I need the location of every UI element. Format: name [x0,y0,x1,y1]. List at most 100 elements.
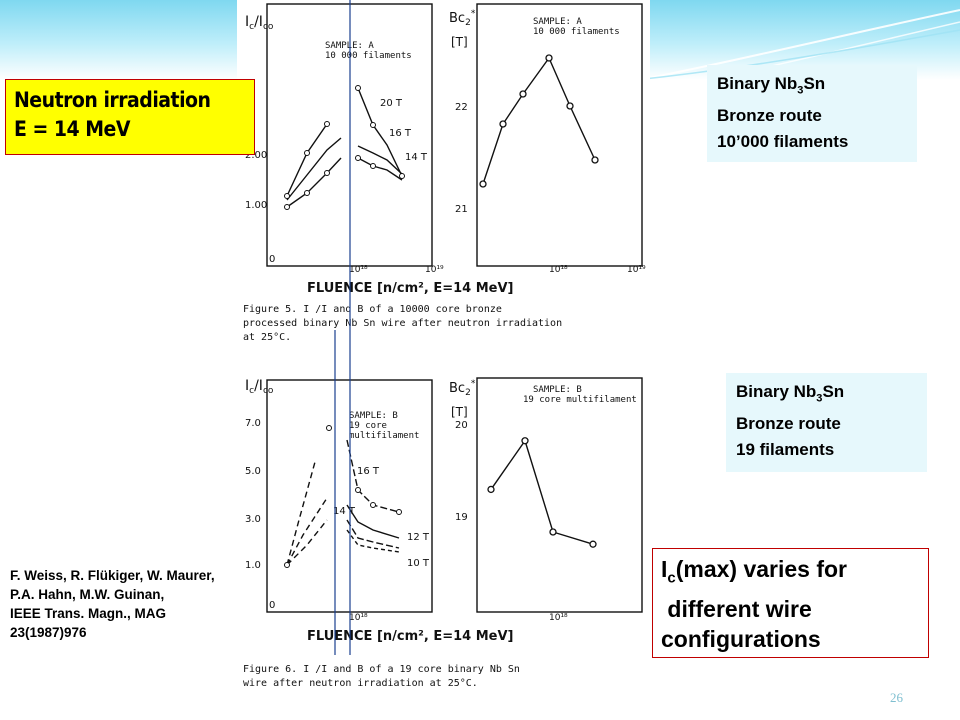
fig5-right-frame [476,3,643,267]
fig6-right-unit: [T] [451,405,468,419]
fig5-left-point [304,150,310,156]
fig6-right-data-point [487,485,495,494]
fig5-caption-line2: processed binary Nb Sn wire after neutro… [243,318,562,329]
fig5-left-point [284,193,290,199]
fig5-right-data-point [591,156,599,164]
fig5-left-point [370,163,376,169]
fig6-right-sample: SAMPLE: B [533,385,582,395]
fig6-caption-line1: Figure 6. I /I and B of a 19 core binary… [243,664,520,675]
fig6-left-rise-16T [286,461,316,566]
fig6-left-xtick: 10¹⁸ [349,613,368,623]
fig5-left-ytick: 2.00 [245,150,267,161]
fig5-right-unit: [T] [451,35,468,49]
sample-a-filaments: 10’000 filaments [717,132,849,152]
fig6-left-series-label: 12 T [407,532,430,543]
sample-a-route: Bronze route [717,106,822,126]
fig6-right-data-point [549,528,557,536]
fig6-left-curve-16T [346,439,400,513]
reference-line2: P.A. Hahn, M.W. Guinan, [10,587,165,602]
sample-b-material-sub: 3 [816,392,823,405]
fig5-right-sample-desc: 10 000 filaments [533,27,620,37]
fig5-right-ylabel: Bc2* [449,9,476,28]
fig6-right-ytick: 19 [455,512,468,523]
fig6-left-point [355,487,361,493]
fig6-left-ytick: 1.0 [245,560,261,571]
neutron-irradiation-box: Neutron irradiation E = 14 MeV [5,79,255,155]
fig5-right-panel: Bc2* [T] 22 21 SAMPLE: A 10 000 filament… [449,3,646,275]
fig5-right-data-point [566,102,574,110]
sample-b-material-text: Binary Nb [736,382,817,401]
sample-b-info-box: Binary Nb3Sn Bronze route 19 filaments [726,373,927,472]
fig6-right-series-line [490,439,594,545]
fig6-left-rise-14T [286,497,328,566]
fig5-left-series-label: 20 T [380,98,403,109]
fig6-left-curve-10T [346,529,400,553]
conclusion-box: Ic(max) varies for different wire config… [652,548,929,658]
fig5-left-curve-20T [357,87,403,177]
neutron-box-line1: Neutron irradiation [14,88,211,112]
sample-a-info-box: Binary Nb3Sn Bronze route 10’000 filamen… [707,65,917,162]
sample-a-material: Binary Nb3Sn [717,71,907,103]
fig5-left-series-label: 16 T [389,128,412,139]
fig6-left-sample-desc1: 19 core [349,421,387,431]
fig6-right-panel: Bc2* [T] 20 19 SAMPLE: B 19 core multifi… [449,377,643,623]
sample-a-material-tail: Sn [803,74,826,93]
fig6-left-panel: Ic/Ico 7.0 5.0 3.0 1.0 0 SAMPLE: B 19 co… [245,378,433,623]
fig6-caption-line2: wire after neutron irradiation at 25°C. [243,678,478,689]
fig6-left-point [326,425,332,431]
fig6-right-ytick: 20 [455,420,468,431]
fig6-left-sample: SAMPLE: B [349,411,398,421]
fig5-left-ylabel: Ic/Ico [245,14,274,32]
fig6-left-curve-12T [346,519,400,549]
fig6-left-ytick: 7.0 [245,418,261,429]
fig5-xlabel: FLUENCE [n/cm², E=14 MeV] [307,281,513,296]
fig6-left-point [396,509,402,515]
fig6-xlabel: FLUENCE [n/cm², E=14 MeV] [307,629,513,644]
reference-line4: 23(1987)976 [10,625,87,640]
conclusion-line3: configurations [661,625,821,652]
neutron-box-line2: E = 14 MeV [14,117,131,141]
conclusion-ic-sub: c [667,569,676,587]
fig5-left-curve-20T-low [286,123,328,197]
conclusion-line1-text: (max) varies for [675,556,848,582]
fig5-left-ytick: 0 [269,254,275,265]
fig6-left-sample-desc2: multifilament [349,431,419,441]
fig5-left-point [324,170,330,176]
conclusion-line1: Ic(max) varies for [661,554,920,594]
fig5-right-xtick: 10¹⁸ [549,265,568,275]
fig5-left-curve-16T [357,145,403,175]
sample-a-material-text: Binary Nb [717,74,798,93]
sample-b-material: Binary Nb3Sn [736,379,917,411]
fig6-left-series-label: 14 T [333,506,356,517]
fig5-left-point [304,190,310,196]
fig6-right-ylabel: Bc2* [449,379,476,398]
fig6-left-ytick: 5.0 [245,466,261,477]
conclusion-line2: different wire [661,595,812,622]
fig6-right-sample-desc: 19 core multifilament [523,395,637,405]
fig5-left-point [324,121,330,127]
fig5-left-point [355,85,361,91]
fig5-left-panel: Ic/Ico 2.00 1.00 0 SAMPLE: A 10 000 fila… [245,3,444,275]
fig5-left-series-label: 14 T [405,152,428,163]
fig5-left-xtick: 10¹⁸ [349,265,368,275]
fig5-right-ytick: 21 [455,204,468,215]
fig5-left-xtick: 10¹⁹ [425,265,444,275]
fig5-right-xtick: 10¹⁹ [627,265,646,275]
scanned-figure-page: Ic/Ico 2.00 1.00 0 SAMPLE: A 10 000 fila… [237,0,650,708]
fig5-caption-line3: at 25°C. [243,332,291,343]
fig5-left-curve-14T-low [286,157,342,208]
fig5-left-curve-14T [357,157,403,181]
fig6-left-curve-14T [346,504,400,539]
sample-b-filaments: 19 filaments [736,440,835,460]
fig5-right-series-line [482,56,596,185]
sample-b-route: Bronze route [736,414,841,434]
fig5-right-data-point [479,180,487,188]
fig5-right-data-point [519,90,527,98]
fig5-left-point [399,173,405,179]
fig6-right-xtick: 10¹⁸ [549,613,568,623]
fig6-right-frame [476,377,643,613]
conclusion-ic: I [661,556,668,582]
fig5-caption-line1: Figure 5. I /I and B of a 10000 core bro… [243,304,502,315]
fig6-left-series-label: 10 T [407,558,430,569]
sample-a-material-sub: 3 [797,84,804,97]
